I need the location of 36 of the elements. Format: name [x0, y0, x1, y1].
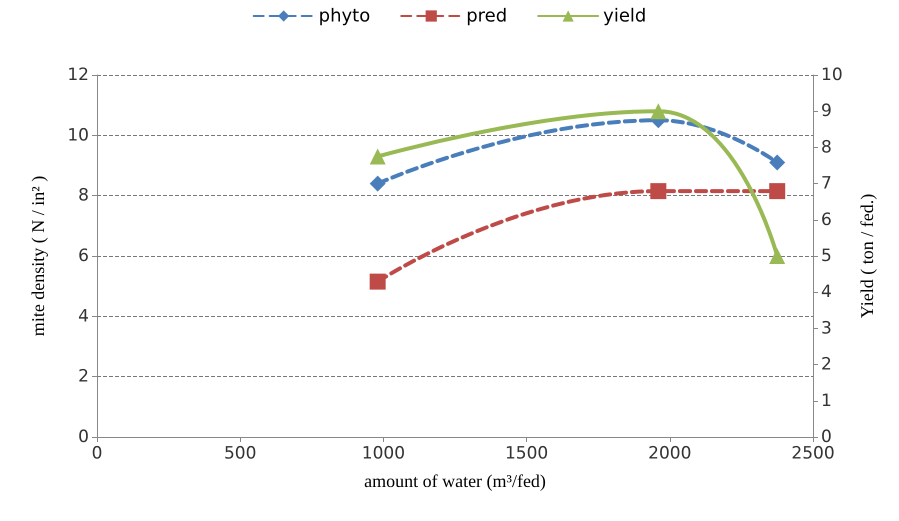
point — [370, 274, 386, 290]
y2-tick-label: 6 — [821, 210, 832, 230]
point — [650, 183, 666, 200]
point — [769, 248, 786, 264]
y2-tick-label: 1 — [821, 390, 832, 411]
x-tick-label: 500 — [224, 444, 256, 464]
point — [650, 103, 666, 120]
y2-tick-label: 9 — [821, 101, 832, 122]
y2-axis-title: Yield ( ton / fed.) — [857, 194, 877, 318]
x-tick-label: 1000 — [362, 444, 406, 464]
y2-tick-label: 4 — [821, 282, 832, 302]
legend-label: phyto — [318, 6, 370, 26]
y2-tick-label: 10 — [821, 65, 843, 85]
point — [370, 148, 386, 164]
y-tick-label: 4 — [78, 306, 89, 326]
y-tick-label: 12 — [67, 65, 89, 85]
y-tick-label: 6 — [78, 246, 89, 266]
x-tick-label: 1500 — [504, 444, 548, 464]
x-tick-label: 2000 — [648, 444, 692, 464]
point — [370, 176, 386, 192]
y2-tick-label: 8 — [821, 137, 832, 158]
x-axis-title: amount of water (m³/fed) — [364, 471, 546, 491]
y-tick-label: 2 — [78, 366, 89, 387]
y-tick-label: 0 — [78, 427, 89, 447]
y-axis-title: mite density ( N / in² ) — [28, 176, 48, 336]
y-tick-label: 8 — [78, 186, 89, 206]
legend-label: pred — [466, 6, 508, 26]
y2-tick-label: 5 — [821, 246, 832, 266]
legend-label: yield — [603, 6, 646, 26]
y2-tick-label: 3 — [821, 318, 832, 338]
y2-tick-label: 2 — [821, 354, 832, 375]
x-tick-label: 0 — [92, 444, 102, 464]
point — [769, 183, 786, 200]
y2-tick-label: 7 — [821, 174, 832, 194]
point — [769, 154, 786, 170]
y-tick-label: 10 — [67, 125, 89, 146]
